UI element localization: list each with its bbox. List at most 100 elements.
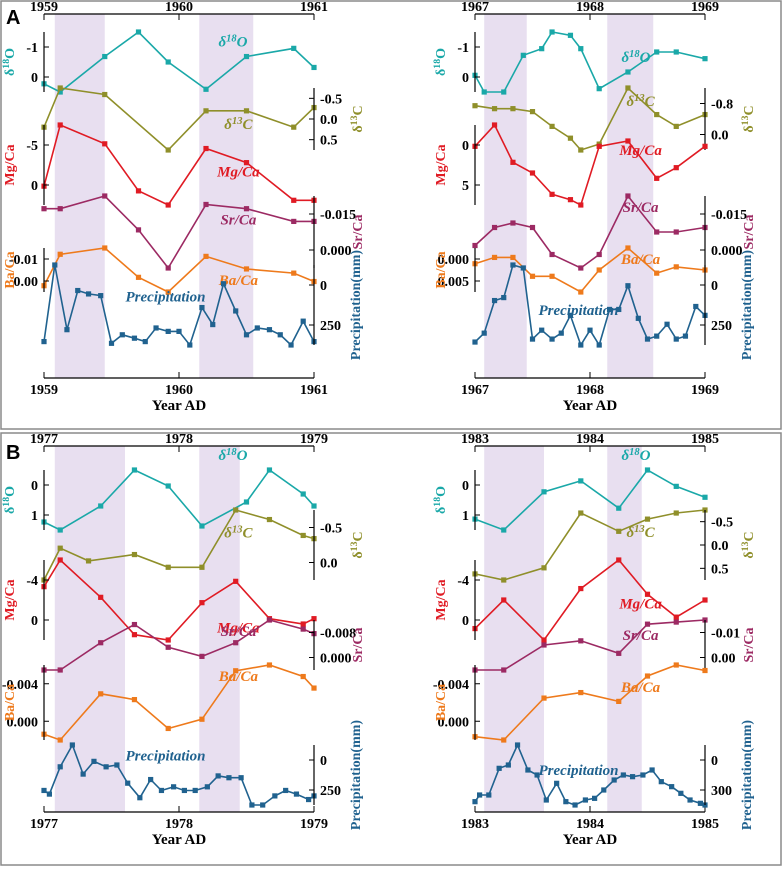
Precip-point <box>501 294 507 301</box>
MgCa-axis-tick-label: -5 <box>26 139 38 154</box>
SrCa-axis-title: Sr/Ca <box>742 215 757 250</box>
d13C-point <box>199 564 205 570</box>
BaCa-axis-title: Ba/Ca <box>434 251 449 288</box>
Precip-point <box>635 315 641 321</box>
Precip-point <box>80 771 86 777</box>
Precip-point <box>215 773 221 779</box>
d18O-axis-title: δ18O <box>1 48 19 76</box>
d18O-point <box>311 64 317 71</box>
BaCa-point <box>203 253 209 259</box>
x-axis-title: Year AD <box>563 398 617 414</box>
BaCa-point <box>654 270 660 276</box>
chart-1983: 1983 1983 1984 1984 1985 1985 Year AD δ18O 0 1 δ18… <box>432 432 758 848</box>
SrCa-point <box>131 621 138 628</box>
MgCa-point <box>203 145 209 152</box>
Precip-point <box>572 802 578 808</box>
d13C-axis-tick-label: -0.5 <box>320 522 342 537</box>
d13C-axis-tick-label: -0.8 <box>711 98 733 113</box>
MgCa-point <box>243 160 250 166</box>
SrCa-point <box>135 227 142 233</box>
SrCa-point <box>199 653 205 659</box>
MgCa-point <box>102 141 108 147</box>
SrCa-point <box>529 224 536 231</box>
Precip-axis-tick-label: 0 <box>320 279 327 294</box>
d18O-point <box>98 503 104 509</box>
BaCa-point <box>233 668 239 674</box>
Precip-point <box>108 340 115 346</box>
top-tick-label: 1959 <box>30 0 58 15</box>
SrCa-axis-tick-label: 0.000 <box>711 244 743 259</box>
d13C-axis-title: δ13C <box>349 531 367 558</box>
Precip-point <box>176 328 182 334</box>
MgCa-point <box>673 165 679 171</box>
MgCa-point <box>654 175 660 181</box>
BaCa-axis-tick-label: -0.004 <box>2 678 38 693</box>
SrCa-point <box>165 265 171 271</box>
SrCa-axis-title: Sr/Ca <box>742 628 757 663</box>
d18O-point <box>673 49 679 55</box>
Precip-axis-tick-label: 0 <box>320 754 327 769</box>
MgCa-point <box>616 557 622 563</box>
d18O-point <box>501 527 507 533</box>
Precip-axis-tick-label: 300 <box>711 784 732 799</box>
d13C-point <box>673 123 679 129</box>
Precip-point <box>260 802 266 808</box>
shaded-period <box>54 446 125 812</box>
Precip-axis-title: Precipitation(mm) <box>349 250 364 360</box>
Precip-point <box>181 787 187 794</box>
Precip-point <box>606 306 613 313</box>
BaCa-point <box>596 267 602 273</box>
d13C-point <box>85 558 92 564</box>
d13C-point <box>102 91 108 98</box>
Precip-point <box>664 321 670 327</box>
SrCa-series-label: Sr/Ca <box>623 628 659 644</box>
BaCa-point <box>131 697 138 703</box>
MgCa-series-label: Mg/Ca <box>618 596 662 612</box>
BaCa-point <box>300 673 306 680</box>
d13C-series-label: δ13C <box>626 93 655 111</box>
Precip-point <box>283 787 289 794</box>
BaCa-line <box>43 664 315 741</box>
BaCa-axis-title: Ba/Ca <box>3 251 18 288</box>
BaCa-axis-tick-label: 0.000 <box>438 253 470 268</box>
MgCa-point <box>300 621 306 627</box>
d13C-line <box>474 509 706 581</box>
BaCa-axis-title: Ba/Ca <box>3 684 18 721</box>
Precip-point <box>472 799 478 805</box>
SrCa-axis-tick-label: -0.015 <box>711 208 747 223</box>
Precip-point <box>601 787 607 793</box>
charts-layer: 1959 1959 1960 1960 1961 1961 Year AD δ18O -1 0 δ1… <box>1 0 758 848</box>
MgCa-line <box>474 558 706 642</box>
Precip-point <box>505 762 511 768</box>
SrCa-point <box>596 251 602 258</box>
d13C-series-label: δ13C <box>224 524 253 542</box>
d13C-point <box>501 577 507 583</box>
BaCa-point <box>501 737 507 743</box>
Precip-point <box>199 304 205 311</box>
BaCa-point <box>57 737 63 743</box>
bottom-tick-label: 1978 <box>165 817 193 832</box>
Precip-point <box>64 327 70 333</box>
SrCa-line <box>475 619 706 671</box>
MgCa-point <box>233 578 239 584</box>
SrCa-point <box>243 206 250 212</box>
chart-1977: 1977 1977 1978 1978 1979 1979 Year AD δ18O 0 1 δ18… <box>1 432 367 848</box>
BaCa-point <box>491 254 498 261</box>
d13C-point <box>654 111 660 118</box>
SrCa-axis-tick-label: -0.01 <box>711 627 740 642</box>
Precip-point <box>620 772 626 778</box>
d18O-point <box>625 69 631 75</box>
Precip-point <box>41 787 47 794</box>
d18O-axis-tick-label: -1 <box>457 41 469 56</box>
d13C-axis-tick-label: 0.5 <box>320 134 338 149</box>
SrCa-point <box>57 206 63 212</box>
BaCa-point <box>102 245 108 251</box>
x-axis-title: Year AD <box>152 832 206 848</box>
SrCa-series-label: Sr/Ca <box>220 213 256 229</box>
bottom-tick-label: 1961 <box>300 383 328 398</box>
d18O-axis-tick-label: 1 <box>462 509 469 524</box>
d13C-axis-tick-label: 0.0 <box>711 129 729 144</box>
BaCa-series-label: Ba/Ca <box>218 273 259 289</box>
BaCa-point <box>135 274 142 280</box>
MgCa-point <box>578 585 584 592</box>
